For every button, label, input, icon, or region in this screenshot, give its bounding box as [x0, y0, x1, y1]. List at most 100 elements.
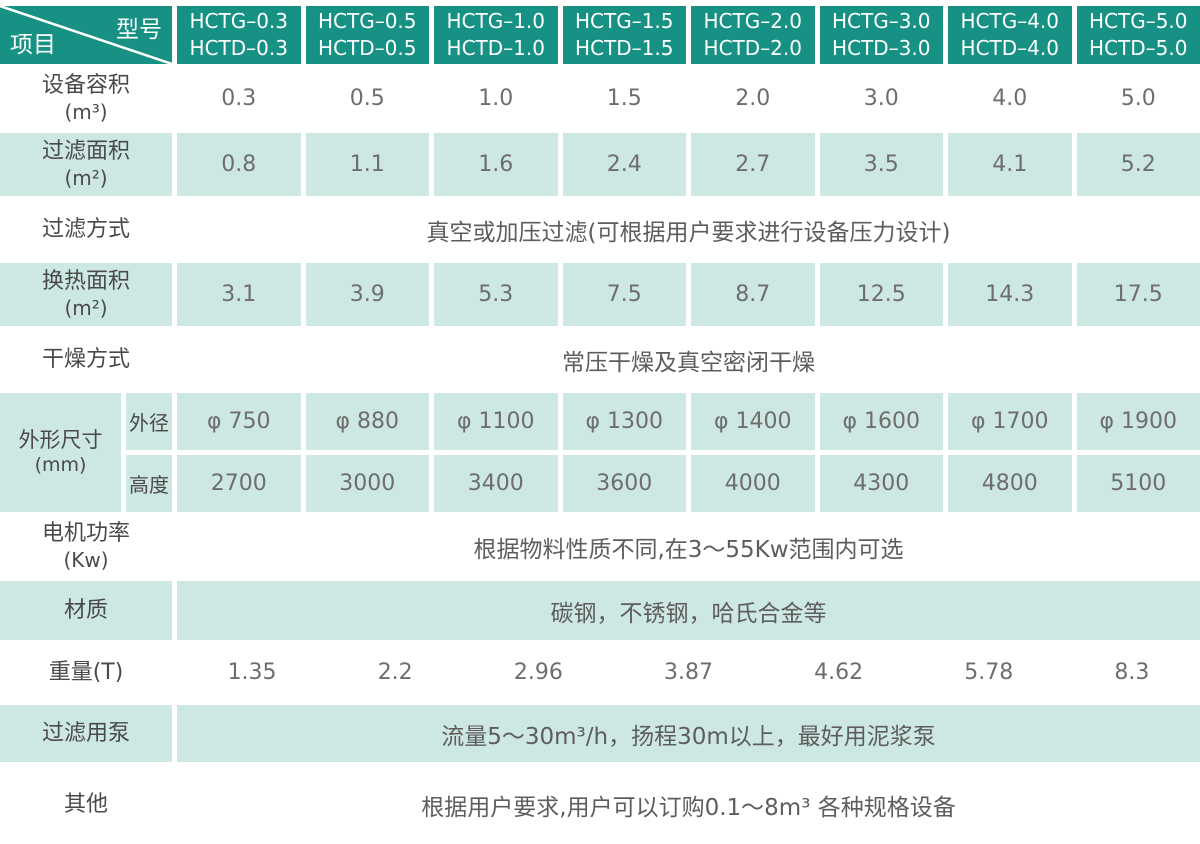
model-line1: HCTG–4.0 [960, 9, 1060, 33]
value-cell: 3000 [305, 455, 429, 512]
value-cell: 2700 [177, 455, 301, 512]
weight-value: 2.2 [377, 660, 413, 685]
model-line1: HCTG–3.0 [831, 9, 931, 33]
spanning-value: 碳钢，不锈钢，哈氏合金等 [177, 581, 1200, 640]
value-cell: 3.5 [819, 133, 943, 196]
header-model-cell: HCTG–5.0 HCTD–5.0 [1076, 6, 1200, 64]
spanning-value: 根据物料性质不同,在3～55Kw范围内可选 [473, 536, 904, 563]
corner-label-model: 型号 [116, 17, 162, 43]
value-cell: 0.8 [177, 133, 301, 196]
value-cell: 2.0 [735, 86, 771, 111]
row-heat-exchange-area: 换热面积 (m²) 3.1 3.9 5.3 7.5 8.7 12.5 14.3 17.5 [0, 263, 1200, 326]
header-model-cell: HCTG–0.5 HCTD–0.5 [305, 6, 429, 64]
model-line2: HCTD–0.3 [189, 36, 288, 60]
weight-value: 4.62 [814, 660, 864, 685]
sub-label-diameter: 外径 [126, 393, 172, 450]
value-cell: φ 1300 [562, 393, 686, 450]
value-cell: 3.9 [305, 263, 429, 326]
value-cell: 4800 [948, 455, 1072, 512]
model-line1: HCTG–5.0 [1088, 9, 1188, 33]
value-cell: 12.5 [819, 263, 943, 326]
row-equipment-volume: 设备容积 (m³) 0.3 0.5 1.0 1.5 2.0 3.0 4.0 5.0 [0, 67, 1200, 130]
row-outer-dimensions: 外形尺寸 (mm) 外径 φ 750 φ 880 φ 1100 φ 1300 φ 140… [0, 393, 1200, 512]
value-cell: 1.5 [606, 86, 642, 111]
spanning-value: 根据用户要求,用户可以订购0.1～8m³ 各种规格设备 [421, 794, 956, 821]
value-cell: 17.5 [1076, 263, 1200, 326]
row-label: 重量(T) [48, 659, 124, 685]
row-other: 其他 根据用户要求,用户可以订购0.1～8m³ 各种规格设备 [0, 765, 1200, 844]
value-cell: 1.6 [434, 133, 558, 196]
value-cell: 4300 [819, 455, 943, 512]
header-model-cell: HCTG–3.0 HCTD–3.0 [819, 6, 943, 64]
value-cell: 4.0 [992, 86, 1028, 111]
sub-label-height: 高度 [126, 455, 172, 512]
sub-row-height: 高度 2700 3000 3400 3600 4000 4300 4800 5100 [126, 455, 1200, 512]
value-cell: φ 1900 [1076, 393, 1200, 450]
model-line1: HCTG–0.3 [189, 9, 289, 33]
weight-value: 5.78 [964, 660, 1014, 685]
model-line1: HCTG–0.5 [317, 9, 417, 33]
value-cell: 0.3 [221, 86, 257, 111]
model-line2: HCTD–5.0 [1089, 36, 1188, 60]
value-cell: 3400 [434, 455, 558, 512]
table-header-row: 型号 项目 HCTG–0.3 HCTD–0.3 HCTG–0.5 HCTD–0.… [0, 6, 1200, 64]
value-cell: 2.7 [691, 133, 815, 196]
row-label: 过滤用泵 [0, 705, 172, 762]
row-label: 过滤面积 (m²) [0, 133, 172, 196]
row-label: 干燥方式 [41, 346, 130, 372]
value-cell: 5.3 [434, 263, 558, 326]
model-line2: HCTD–3.0 [832, 36, 931, 60]
model-line2: HCTD–2.0 [703, 36, 802, 60]
row-label: 外形尺寸 (mm) [0, 393, 121, 512]
value-cell: 5.2 [1076, 133, 1200, 196]
header-model-cell: HCTG–0.3 HCTD–0.3 [177, 6, 301, 64]
weight-value: 2.96 [513, 660, 563, 685]
value-cell: 4.1 [948, 133, 1072, 196]
value-cell: 5.0 [1120, 86, 1156, 111]
row-weight: 重量(T) 1.35 2.2 2.96 3.87 4.62 5.78 8.3 [0, 643, 1200, 702]
value-cell: 1.0 [478, 86, 514, 111]
row-dry-mode: 干燥方式 常压干燥及真空密闭干燥 [0, 329, 1200, 390]
sub-row-diameter: 外径 φ 750 φ 880 φ 1100 φ 1300 φ 1400 φ 1600 φ 1… [126, 393, 1200, 450]
model-line2: HCTD–1.5 [575, 36, 674, 60]
corner-label-item: 项目 [10, 32, 56, 58]
value-cell: 14.3 [948, 263, 1072, 326]
header-model-columns: HCTG–0.3 HCTD–0.3 HCTG–0.5 HCTD–0.5 HCTG… [177, 6, 1200, 64]
row-material: 材质 碳钢，不锈钢，哈氏合金等 [0, 581, 1200, 640]
value-cell: 8.7 [691, 263, 815, 326]
value-cell: 2.4 [562, 133, 686, 196]
row-label: 其他 [63, 791, 108, 817]
value-cell: 1.1 [305, 133, 429, 196]
model-line1: HCTG–1.5 [574, 9, 674, 33]
header-model-cell: HCTG–1.0 HCTD–1.0 [434, 6, 558, 64]
row-label: 过滤方式 [41, 216, 130, 242]
row-label: 电机功率 (Kw) [41, 520, 130, 572]
value-cell: φ 1600 [819, 393, 943, 450]
spanning-value: 常压干燥及真空密闭干燥 [562, 349, 815, 376]
value-cell: φ 1400 [691, 393, 815, 450]
model-line2: HCTD–0.5 [318, 36, 417, 60]
header-model-cell: HCTG–2.0 HCTD–2.0 [691, 6, 815, 64]
row-filter-pump: 过滤用泵 流量5～30m³/h，扬程30m以上，最好用泥浆泵 [0, 705, 1200, 762]
value-cell: φ 750 [177, 393, 301, 450]
value-cell: φ 880 [305, 393, 429, 450]
weight-value: 8.3 [1114, 660, 1150, 685]
value-cell: 3.0 [863, 86, 899, 111]
value-cell: φ 1100 [434, 393, 558, 450]
row-label: 材质 [0, 581, 172, 640]
value-cell: 3.1 [177, 263, 301, 326]
row-label: 设备容积 (m³) [41, 72, 130, 124]
row-motor-power: 电机功率 (Kw) 根据物料性质不同,在3～55Kw范围内可选 [0, 515, 1200, 578]
value-cell: 3600 [562, 455, 686, 512]
row-label: 换热面积 (m²) [0, 263, 172, 326]
weight-value: 1.35 [227, 660, 277, 685]
spanning-value: 流量5～30m³/h，扬程30m以上，最好用泥浆泵 [177, 705, 1200, 762]
model-line2: HCTD–4.0 [960, 36, 1059, 60]
value-cell: φ 1700 [948, 393, 1072, 450]
weight-value: 3.87 [663, 660, 713, 685]
header-model-cell: HCTG–1.5 HCTD–1.5 [562, 6, 686, 64]
row-filter-mode: 过滤方式 真空或加压过滤(可根据用户要求进行设备压力设计) [0, 199, 1200, 260]
model-line1: HCTG–2.0 [703, 9, 803, 33]
value-cell: 4000 [691, 455, 815, 512]
